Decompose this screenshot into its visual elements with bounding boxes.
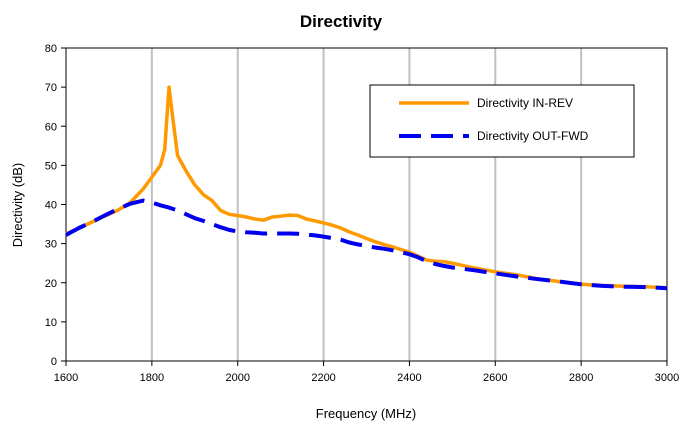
legend: Directivity IN-REV Directivity OUT-FWD	[369, 84, 635, 158]
y-tick-label: 30	[45, 239, 57, 251]
y-tick-label: 50	[45, 160, 57, 172]
x-axis-ticks: 1600 1800 2000 2200 2400 2600 2800 3000	[54, 361, 679, 384]
series-lines	[65, 85, 668, 291]
y-tick-label: 60	[45, 121, 57, 133]
y-tick-label: 70	[45, 82, 57, 94]
y-tick-label: 80	[45, 43, 57, 55]
y-tick-label: 10	[45, 317, 57, 329]
legend-box	[369, 84, 635, 158]
x-axis-label: Frequency (MHz)	[316, 406, 416, 421]
x-tick-label: 2400	[397, 372, 421, 384]
x-tick-label: 2000	[225, 372, 249, 384]
y-tick-label: 20	[45, 278, 57, 290]
x-tick-label: 2600	[483, 372, 507, 384]
x-tick-label: 2800	[569, 372, 593, 384]
y-tick-label: 40	[45, 200, 57, 212]
y-axis-ticks: 0 10 20 30 40 50 60 70 80	[45, 43, 66, 368]
x-tick-label: 1600	[54, 372, 78, 384]
series-line-out-fwd	[65, 198, 668, 291]
x-tick-label: 2200	[311, 372, 335, 384]
x-tick-label: 1800	[140, 372, 164, 384]
y-tick-label: 0	[51, 356, 57, 368]
legend-label-out-fwd: Directivity OUT-FWD	[477, 129, 589, 143]
series-line-in-rev	[65, 85, 668, 290]
x-tick-label: 3000	[655, 372, 679, 384]
chart-title: Directivity	[300, 12, 383, 31]
y-axis-label: Directivity (dB)	[10, 163, 25, 248]
legend-label-in-rev: Directivity IN-REV	[477, 96, 573, 110]
